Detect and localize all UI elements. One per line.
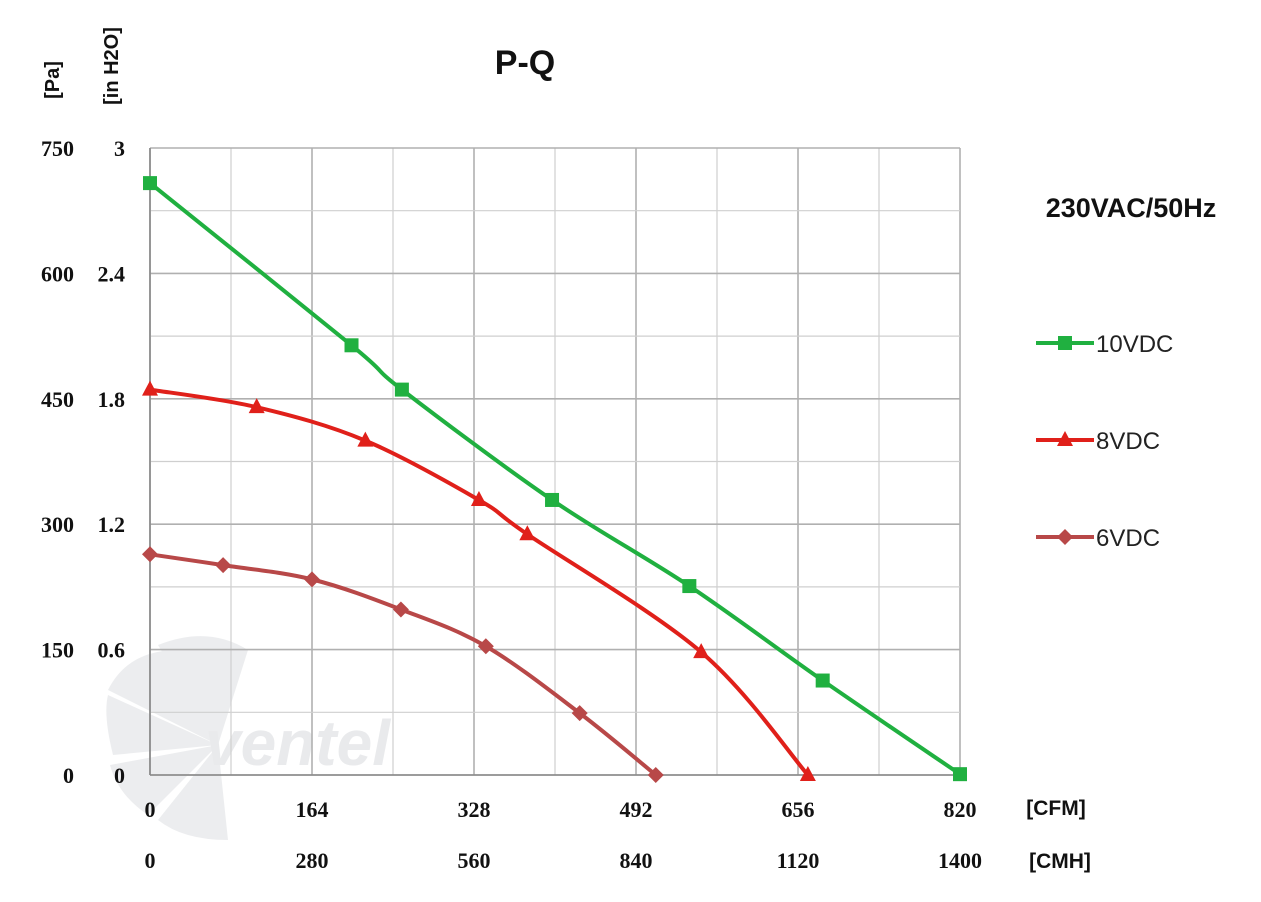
data-point-10vdc	[953, 767, 967, 782]
x-unit-secondary: [CMH]	[1029, 850, 1091, 873]
y-tick-label-primary: 750	[41, 136, 74, 161]
data-point-8vdc	[248, 398, 265, 414]
y-tick-label-secondary: 1.2	[98, 512, 126, 537]
legend: 10VDC 8VDC 6VDC	[1036, 331, 1173, 552]
data-point-6vdc	[304, 571, 320, 588]
data-point-6vdc	[647, 767, 664, 783]
x-tick-label-primary: 656	[782, 797, 815, 822]
data-point-6vdc	[142, 546, 158, 563]
legend-label: 10VDC	[1096, 331, 1173, 358]
tick-labels: 0 150 300 450 600 750 0 0.6 1.2 1.8 2.4 3 0 164 328 492…	[41, 136, 982, 873]
data-point-10vdc	[143, 176, 157, 191]
series-6vdc	[142, 546, 664, 783]
y-tick-label-primary: 150	[41, 638, 74, 663]
data-point-6vdc	[392, 601, 409, 618]
legend-item-8vdc: 8VDC	[1036, 428, 1160, 455]
data-point-8vdc	[693, 643, 710, 659]
legend-item-10vdc: 10VDC	[1036, 331, 1173, 358]
y-tick-label-secondary: 3	[114, 136, 125, 161]
x-tick-label-primary: 492	[620, 797, 653, 822]
legend-item-6vdc: 6VDC	[1036, 525, 1160, 552]
x-tick-label-primary: 328	[458, 797, 491, 822]
data-point-8vdc	[799, 766, 816, 781]
y-tick-label-secondary: 1.8	[98, 387, 126, 412]
y-unit-secondary: [in H2O]	[101, 27, 123, 105]
x-tick-label-primary: 0	[145, 797, 156, 822]
legend-swatch-marker	[1057, 529, 1073, 545]
watermark-fan-logo: ventel	[106, 636, 391, 840]
y-unit-primary: [Pa]	[42, 61, 64, 99]
data-point-10vdc	[394, 382, 409, 397]
y-tick-label-secondary: 0.6	[98, 638, 126, 663]
data-point-10vdc	[682, 579, 697, 594]
chart-subtitle: 230VAC/50Hz	[1046, 193, 1217, 223]
y-tick-label-primary: 450	[41, 387, 74, 412]
data-point-10vdc	[344, 338, 359, 353]
series-10vdc	[143, 176, 967, 782]
legend-swatch-marker	[1058, 336, 1072, 350]
y-tick-label-secondary: 2.4	[98, 261, 126, 286]
chart-title: P-Q	[495, 44, 555, 82]
x-tick-label-secondary: 560	[458, 848, 491, 873]
watermark-text: ventel	[205, 707, 391, 779]
legend-swatch-marker	[1057, 431, 1073, 446]
x-tick-label-secondary: 1120	[777, 848, 820, 873]
y-tick-label-secondary: 0	[114, 763, 125, 788]
y-tick-label-primary: 300	[41, 512, 74, 537]
x-tick-label-secondary: 840	[620, 848, 653, 873]
data-point-8vdc	[142, 380, 158, 396]
data-point-6vdc	[215, 557, 232, 574]
series-layer	[142, 176, 967, 783]
chart-grid	[149, 147, 961, 776]
y-tick-label-primary: 0	[63, 763, 74, 788]
data-point-6vdc	[477, 638, 494, 655]
data-point-8vdc	[470, 490, 487, 506]
legend-label: 8VDC	[1096, 428, 1160, 455]
data-point-10vdc	[815, 673, 830, 688]
data-point-8vdc	[357, 431, 374, 447]
data-point-10vdc	[545, 492, 560, 507]
y-tick-label-primary: 600	[41, 261, 74, 286]
x-tick-label-primary: 820	[944, 797, 977, 822]
series-8vdc	[142, 380, 816, 781]
x-tick-label-secondary: 1400	[938, 848, 982, 873]
legend-label: 6VDC	[1096, 525, 1160, 552]
data-point-6vdc	[571, 705, 588, 722]
x-tick-label-secondary: 280	[296, 848, 329, 873]
x-tick-label-primary: 164	[296, 797, 329, 822]
x-unit-primary: [CFM]	[1026, 797, 1085, 820]
x-tick-label-secondary: 0	[145, 848, 156, 873]
data-point-8vdc	[519, 525, 536, 541]
